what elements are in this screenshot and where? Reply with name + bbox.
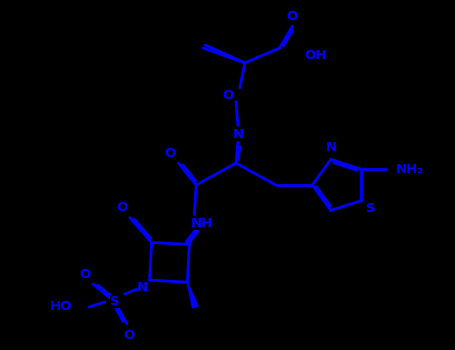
Polygon shape bbox=[187, 282, 198, 308]
Text: HO: HO bbox=[50, 300, 72, 314]
Text: O: O bbox=[80, 268, 91, 281]
Text: N: N bbox=[137, 281, 148, 294]
Text: O: O bbox=[123, 329, 134, 342]
Text: O: O bbox=[222, 89, 233, 102]
Text: S: S bbox=[110, 295, 120, 308]
Text: O: O bbox=[287, 10, 298, 23]
Text: NH₂: NH₂ bbox=[395, 163, 424, 176]
Text: NH: NH bbox=[191, 217, 213, 230]
Text: N: N bbox=[233, 128, 243, 141]
Text: O: O bbox=[116, 201, 127, 214]
Text: N: N bbox=[325, 141, 336, 154]
Text: S: S bbox=[366, 202, 375, 215]
Text: O: O bbox=[165, 147, 176, 160]
Text: OH: OH bbox=[304, 49, 327, 62]
